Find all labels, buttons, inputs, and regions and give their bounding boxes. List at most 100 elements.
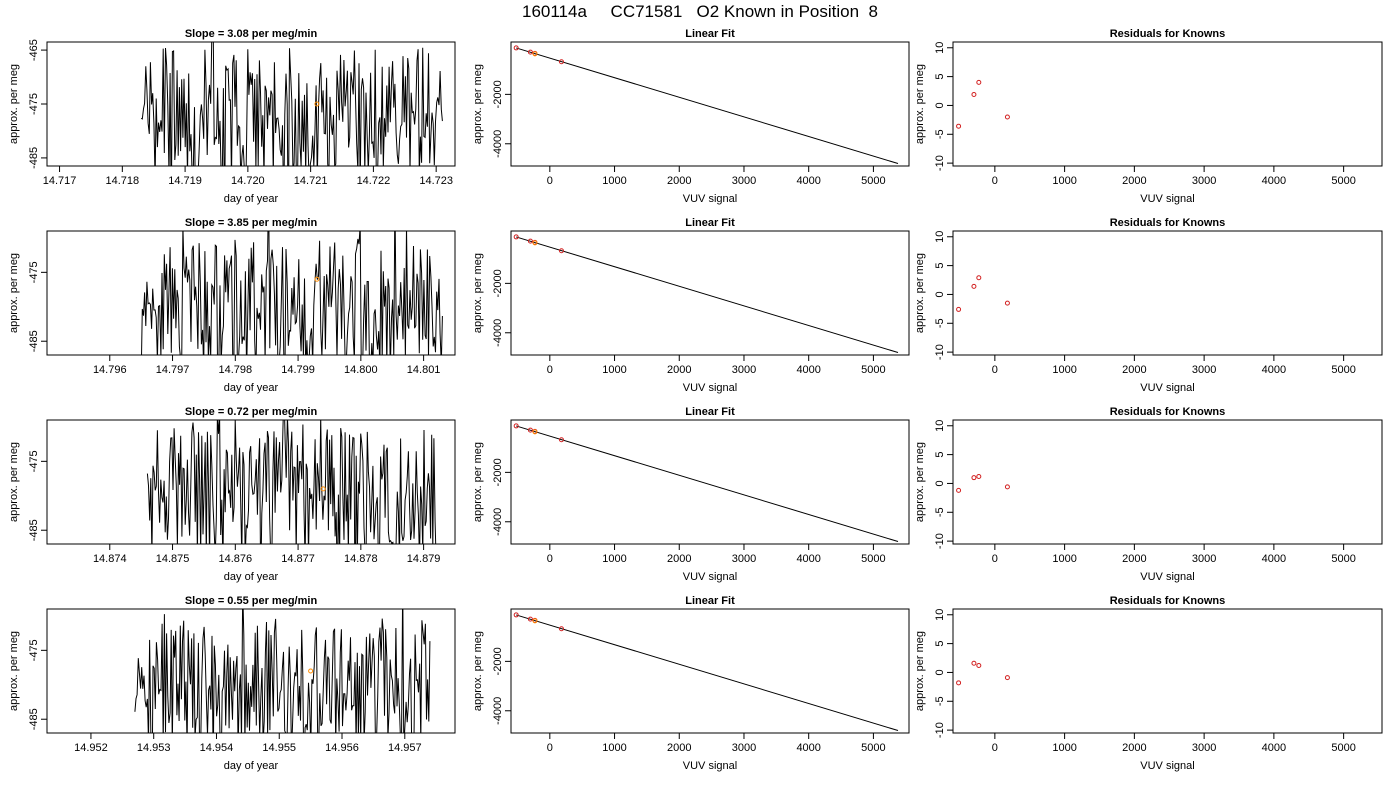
plot-area xyxy=(513,234,899,354)
x-tick-label: 2000 xyxy=(667,364,691,376)
highlight-point xyxy=(308,668,314,674)
x-tick-label: 3000 xyxy=(732,553,756,565)
x-tick-label: 14.799 xyxy=(281,364,315,376)
x-tick-label: 1000 xyxy=(1052,553,1076,565)
panel-title: Linear Fit xyxy=(685,28,735,40)
x-tick-label: 14.954 xyxy=(200,742,234,754)
y-tick-label: -485 xyxy=(28,708,40,730)
y-tick-label: -485 xyxy=(28,330,40,352)
panel-title: Residuals for Knowns xyxy=(1110,406,1226,418)
chart-panel-r1-c3: Residuals for Knowns 0 1000 2000 3000 4000 500… xyxy=(914,28,1383,205)
x-tick-label: 2000 xyxy=(1122,553,1146,565)
panel-frame xyxy=(952,608,1383,734)
known-point xyxy=(558,59,564,65)
x-tick-label: 4000 xyxy=(796,175,820,187)
fit-line xyxy=(516,425,899,543)
chart-panel-r3-c2: Linear Fit 0 1000 2000 3000 4000 5000 -2000 -400… xyxy=(472,406,910,583)
x-tick-label: 4000 xyxy=(1262,553,1286,565)
x-tick-label: 5000 xyxy=(1331,364,1355,376)
x-tick-label: 2000 xyxy=(1122,364,1146,376)
chart-panel-r3-c3: Residuals for Knowns 0 1000 2000 3000 4000 500… xyxy=(914,406,1383,583)
known-point xyxy=(558,248,564,254)
panel-title: Residuals for Knowns xyxy=(1110,217,1226,229)
x-tick-label: 0 xyxy=(547,175,553,187)
y-tick-label: -2000 xyxy=(492,647,504,675)
fit-line xyxy=(516,236,899,354)
per-meg-trace xyxy=(146,420,437,544)
plot-area xyxy=(956,474,1010,493)
y-tick-label: -4000 xyxy=(492,697,504,725)
x-tick-label: 14.953 xyxy=(137,742,171,754)
x-axis-title: VUV signal xyxy=(683,382,737,394)
panel-frame xyxy=(46,419,456,545)
y-tick-label: -2000 xyxy=(492,269,504,297)
x-tick-label: 0 xyxy=(992,742,998,754)
figure-title: 160114a CC71581 O2 Known in Position 8 xyxy=(522,2,878,21)
plot-area xyxy=(146,420,437,544)
residual-point xyxy=(956,487,962,493)
y-tick-label: 0 xyxy=(934,102,946,108)
residual-point xyxy=(956,680,962,686)
panel-frame xyxy=(510,608,910,734)
x-tick-label: 2000 xyxy=(667,175,691,187)
y-tick-label: 0 xyxy=(934,669,946,675)
x-tick-label: 0 xyxy=(547,364,553,376)
x-tick-label: 1000 xyxy=(1052,742,1076,754)
x-tick-label: 5000 xyxy=(861,553,885,565)
panel-title: Linear Fit xyxy=(685,217,735,229)
fit-line xyxy=(516,47,899,165)
residual-point xyxy=(976,663,982,669)
known-point xyxy=(527,427,533,433)
x-tick-label: 2000 xyxy=(1122,175,1146,187)
known-point xyxy=(513,45,519,51)
highlight-point xyxy=(320,486,326,492)
panel-title: Slope = 0.55 per meg/min xyxy=(185,595,318,607)
residual-point xyxy=(971,91,977,97)
x-tick-label: 3000 xyxy=(732,175,756,187)
per-meg-trace xyxy=(140,42,443,166)
panel-frame xyxy=(952,419,1383,545)
panel-title: Linear Fit xyxy=(685,406,735,418)
y-tick-label: -475 xyxy=(28,639,40,661)
residual-point xyxy=(956,123,962,129)
y-tick-label: -10 xyxy=(934,344,946,360)
x-tick-label: 1000 xyxy=(1052,175,1076,187)
x-tick-label: 5000 xyxy=(861,364,885,376)
x-tick-label: 0 xyxy=(992,175,998,187)
x-tick-label: 14.721 xyxy=(294,175,328,187)
x-tick-label: 14.956 xyxy=(325,742,359,754)
x-tick-label: 3000 xyxy=(1192,742,1216,754)
panel-title: Slope = 0.72 per meg/min xyxy=(185,406,318,418)
y-tick-label: -485 xyxy=(28,519,40,541)
plot-area xyxy=(513,45,899,165)
x-tick-label: 1000 xyxy=(1052,364,1076,376)
residual-point xyxy=(976,275,982,281)
x-tick-label: 5000 xyxy=(861,175,885,187)
panel-frame xyxy=(46,608,456,734)
x-tick-label: 5000 xyxy=(1331,742,1355,754)
per-meg-trace xyxy=(141,231,443,355)
y-axis-title: approx. per meg xyxy=(914,442,926,522)
y-axis-title: approx. per meg xyxy=(914,631,926,711)
x-axis-title: VUV signal xyxy=(683,193,737,205)
panel-title: Linear Fit xyxy=(685,595,735,607)
x-axis-title: day of year xyxy=(224,193,279,205)
x-tick-label: 3000 xyxy=(732,742,756,754)
y-tick-label: 10 xyxy=(934,231,946,243)
y-axis-title: approx. per meg xyxy=(472,631,484,711)
x-tick-label: 14.723 xyxy=(419,175,453,187)
per-meg-trace xyxy=(134,609,431,733)
chart-panel-r4-c2: Linear Fit 0 1000 2000 3000 4000 5000 -2000 -400… xyxy=(472,595,910,772)
x-tick-label: 2000 xyxy=(1122,742,1146,754)
highlight-point xyxy=(532,240,538,246)
y-tick-label: -5 xyxy=(934,696,946,706)
plot-area xyxy=(140,42,443,166)
panel-title: Residuals for Knowns xyxy=(1110,28,1226,40)
residual-point xyxy=(976,474,982,480)
x-axis-title: day of year xyxy=(224,760,279,772)
x-tick-label: 3000 xyxy=(1192,364,1216,376)
highlight-point xyxy=(314,276,320,282)
x-tick-label: 5000 xyxy=(1331,175,1355,187)
x-tick-label: 14.875 xyxy=(156,553,190,565)
plot-area xyxy=(956,79,1010,129)
